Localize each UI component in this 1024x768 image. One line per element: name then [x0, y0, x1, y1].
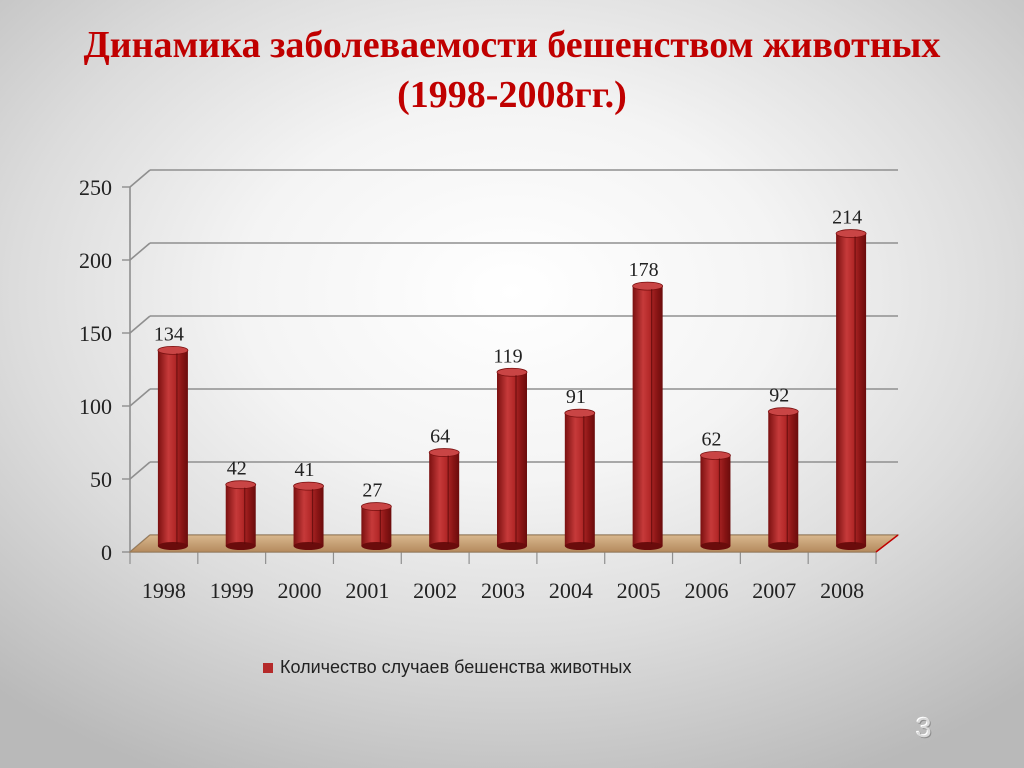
bar-body [564, 413, 595, 546]
bar-base [293, 542, 324, 550]
bar [496, 367, 528, 550]
x-tick-label: 1999 [210, 578, 254, 603]
y-tick-label: 50 [90, 467, 112, 492]
legend: Количество случаев бешенства животных [263, 657, 631, 677]
bar-base [700, 542, 731, 550]
bar-body [836, 233, 867, 546]
bar-base [497, 542, 527, 550]
bar [564, 408, 596, 550]
title-line-1: Динамика заболеваемости бешенством живот… [83, 24, 941, 66]
bar-top [496, 367, 528, 377]
data-label: 119 [493, 345, 522, 367]
bar [225, 480, 257, 550]
gridline-side [129, 242, 151, 261]
gridline-side [129, 315, 151, 334]
bar-base [225, 542, 256, 550]
bar-top [360, 502, 392, 511]
data-label: 62 [701, 428, 721, 450]
bar-body [700, 455, 731, 546]
bar-body [293, 486, 324, 546]
x-tick-label: 2005 [617, 578, 661, 603]
x-tick-label: 2006 [684, 578, 728, 603]
bar-base [157, 542, 188, 550]
bar-base [768, 542, 799, 550]
bar-body [429, 452, 460, 546]
bar-base [361, 542, 392, 550]
data-label: 42 [227, 458, 247, 480]
x-tick-label: 2000 [278, 578, 322, 603]
gridline-side [129, 461, 151, 480]
data-label: 134 [154, 323, 184, 345]
bar-body [361, 506, 392, 546]
slide-title: Динамика заболеваемости бешенством живот… [0, 20, 1024, 120]
x-tick-label: 2002 [413, 578, 457, 603]
data-label: 91 [566, 386, 586, 408]
data-label: 41 [295, 459, 315, 481]
bar-top [293, 481, 324, 491]
data-label: 178 [629, 259, 659, 281]
data-label: 92 [769, 385, 789, 407]
bar [360, 502, 392, 550]
legend-swatch [263, 663, 273, 673]
y-tick-label: 200 [79, 248, 112, 273]
bar-top [428, 448, 460, 457]
bar [157, 345, 189, 550]
bar-body [768, 411, 799, 546]
legend-label: Количество случаев бешенства животных [280, 657, 631, 677]
title-line-2: (1998-2008гг.) [397, 74, 627, 116]
bar-top [632, 281, 664, 291]
data-label: 214 [832, 207, 862, 229]
bar [428, 448, 460, 550]
bar-top [564, 408, 596, 418]
bar-top [157, 345, 189, 355]
gridline-side [129, 169, 151, 188]
y-tick-label: 0 [101, 540, 112, 565]
bars-layer [157, 229, 867, 550]
bar-body [157, 350, 188, 546]
x-tick-label: 2007 [752, 578, 796, 603]
y-tick-label: 100 [79, 394, 112, 419]
labels-layer: 134 1998 42 1999 41 2000 27 2001 64 2002 119 2003 91… [142, 207, 864, 603]
gridline-side [129, 388, 151, 407]
bar [700, 451, 731, 550]
x-tick-label: 2001 [345, 578, 389, 603]
bar [632, 281, 664, 550]
bar-base [429, 542, 460, 550]
x-tick-label: 2008 [820, 578, 864, 603]
page-number: 3 [916, 712, 932, 743]
bar-top [700, 451, 731, 460]
bar [767, 407, 799, 550]
bar-top [225, 480, 257, 490]
bar-body [497, 372, 527, 546]
bar-base [632, 542, 663, 550]
bar [835, 229, 867, 550]
x-tick-label: 2003 [481, 578, 525, 603]
data-label: 64 [430, 426, 450, 448]
bar-base [564, 542, 595, 550]
data-label: 27 [362, 480, 382, 502]
bar-body [225, 484, 256, 546]
x-tick-label: 1998 [142, 578, 186, 603]
x-tick-label: 2004 [549, 578, 593, 603]
y-tick-label: 150 [79, 321, 112, 346]
bar [293, 481, 324, 550]
bar-top [767, 407, 799, 417]
y-tick-label: 250 [79, 175, 112, 200]
floor-edge [875, 534, 899, 553]
bar-body [632, 286, 663, 546]
bar-base [836, 542, 867, 550]
bar-top [835, 229, 867, 238]
